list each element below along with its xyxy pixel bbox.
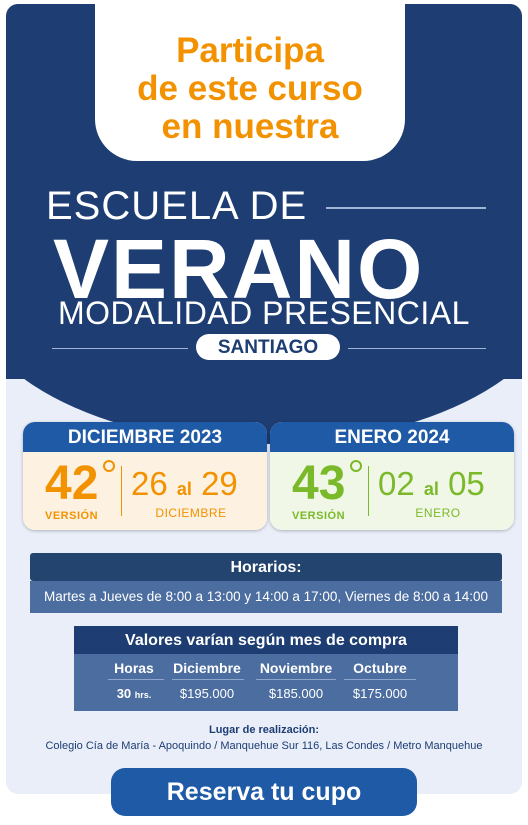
edition-version-label: VERSIÓN — [45, 510, 99, 522]
edition-divider — [368, 466, 369, 516]
date-from: 26 — [131, 465, 168, 502]
degree-mark — [103, 460, 115, 472]
headline: Participa de este curso en nuestra — [95, 4, 405, 161]
price-november: $185.000 — [268, 686, 324, 701]
degree-mark — [350, 460, 362, 472]
date-separator: al — [176, 479, 192, 499]
price-december: $195.000 — [179, 686, 235, 701]
edition-month: ENERO — [415, 506, 461, 520]
prices-header-november: Noviembre — [259, 660, 333, 676]
schedule-text: Martes a Jueves de 8:00 a 13:00 y 14:00 … — [30, 581, 502, 613]
edition-card-december: DICIEMBRE 2023 42 VERSIÓN 26 al 29 DICIE… — [23, 422, 267, 530]
date-to: 29 — [201, 465, 238, 502]
prices-rule — [108, 679, 164, 680]
edition-month: DICIEMBRE — [155, 506, 227, 520]
prices-rule — [344, 679, 416, 680]
edition-dates: 02 al 05 — [378, 466, 485, 507]
location-divider-left — [52, 348, 188, 349]
course-card: Participa de este curso en nuestra ESCUE… — [6, 4, 522, 794]
prices-header-october: Octubre — [353, 660, 407, 676]
edition-version-label: VERSIÓN — [292, 510, 346, 522]
location-divider-right — [348, 348, 486, 349]
title-line-1: ESCUELA DE — [46, 184, 308, 228]
location-badge: SANTIAGO — [196, 334, 340, 360]
prices-table: Horas Diciembre Noviembre Octubre 30 hrs… — [74, 654, 458, 711]
prices-header-hours: Horas — [114, 660, 154, 676]
edition-divider — [121, 466, 122, 516]
venue-text: Colegio Cía de María - Apoquindo / Manqu… — [45, 740, 483, 752]
venue-label: Lugar de realización: — [208, 724, 320, 736]
date-separator: al — [423, 479, 439, 499]
prices-rule — [172, 679, 244, 680]
edition-number: 43 — [292, 457, 346, 510]
edition-header: DICIEMBRE 2023 — [23, 422, 267, 452]
headline-line-1: Participa — [176, 31, 324, 70]
date-to: 05 — [448, 465, 485, 502]
prices-header-december: Diciembre — [173, 660, 241, 676]
hours-value: 30 — [116, 686, 132, 701]
prices-rule — [256, 679, 336, 680]
edition-number: 42 — [45, 457, 99, 510]
edition-dates: 26 al 29 — [131, 466, 238, 507]
schedule-title: Horarios: — [30, 553, 502, 581]
date-from: 02 — [378, 465, 415, 502]
title-line-3: MODALIDAD PRESENCIAL — [58, 295, 470, 331]
title-divider — [326, 207, 486, 209]
headline-line-3: en nuestra — [161, 107, 339, 146]
headline-line-2: de este curso — [137, 69, 363, 108]
edition-header: ENERO 2024 — [270, 422, 514, 452]
prices-hours: 30 hrs. — [100, 686, 168, 701]
edition-card-january: ENERO 2024 43 VERSIÓN 02 al 05 ENERO — [270, 422, 514, 530]
prices-title: Valores varían según mes de compra — [74, 626, 458, 654]
price-october: $175.000 — [352, 686, 408, 701]
hours-unit: hrs. — [134, 690, 152, 700]
title-line-2: VERANO — [53, 222, 425, 316]
reserve-button[interactable]: Reserva tu cupo — [111, 768, 417, 816]
